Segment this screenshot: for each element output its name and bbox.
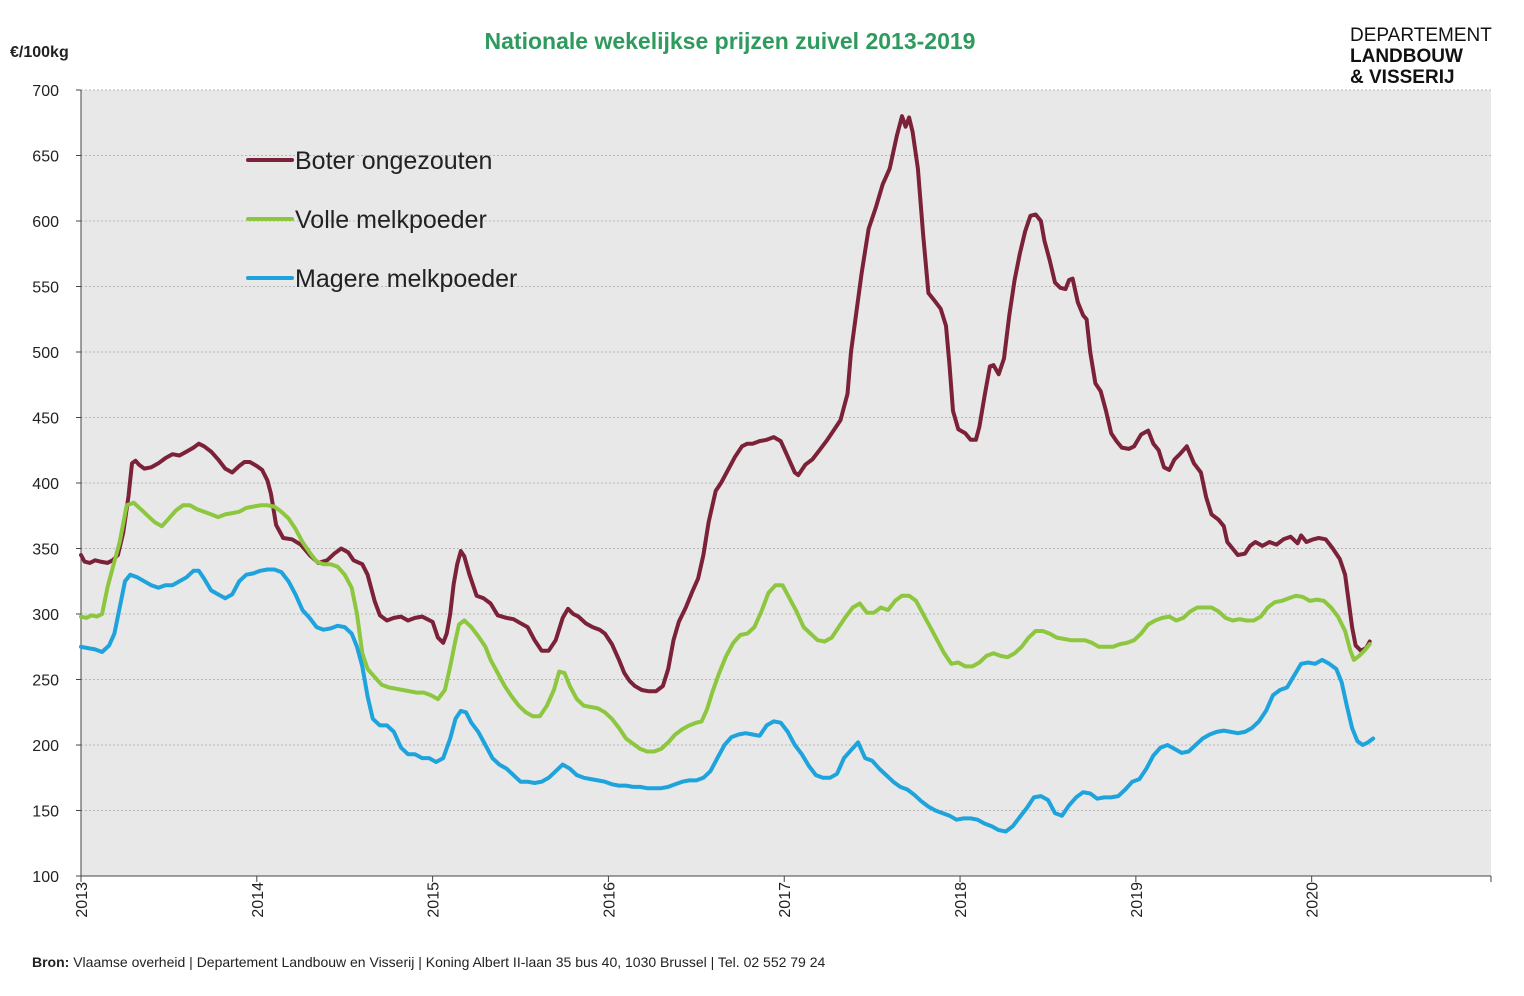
source-text: Vlaamse overheid | Departement Landbouw … <box>73 954 826 970</box>
y-tick-label: 100 <box>32 869 59 886</box>
x-tick-label: 2018 <box>953 882 970 918</box>
x-tick-label: 2015 <box>426 882 443 918</box>
legend-label-2: Volle melkpoeder <box>295 206 487 234</box>
y-tick-label: 700 <box>32 83 59 100</box>
logo-line-2: LANDBOUW <box>1350 46 1463 67</box>
y-tick-label: 500 <box>32 345 59 362</box>
y-tick-label: 550 <box>32 280 59 297</box>
chart-title: Nationale wekelijkse prijzen zuivel 2013… <box>484 28 976 54</box>
x-tick-label: 2020 <box>1305 882 1322 918</box>
series-line-3 <box>79 567 1376 834</box>
y-tick-label: 250 <box>32 673 59 690</box>
y-tick-label: 150 <box>32 804 59 821</box>
x-tick-label: 2019 <box>1129 882 1146 918</box>
y-tick-label: 350 <box>32 542 59 559</box>
x-tick-label: 2016 <box>601 882 618 918</box>
x-tick-label: 2017 <box>777 882 794 918</box>
logo-line-1: DEPARTEMENT <box>1350 25 1492 46</box>
y-tick-label: 450 <box>32 411 59 428</box>
y-tick-label: 600 <box>32 214 59 231</box>
logo-line-3: & VISSERIJ <box>1350 67 1455 88</box>
source-footnote: Bron: Vlaamse overheid | Departement Lan… <box>32 954 825 970</box>
y-tick-label: 650 <box>32 149 59 166</box>
y-tick-label: 200 <box>32 738 59 755</box>
source-label: Bron: <box>32 954 70 970</box>
y-tick-label: 300 <box>32 607 59 624</box>
x-tick-label: 2013 <box>74 882 91 918</box>
series-line-1 <box>79 114 1372 694</box>
legend-label-1: Boter ongezouten <box>295 147 492 175</box>
y-tick-label: 400 <box>32 476 59 493</box>
series-line-2 <box>79 500 1372 754</box>
y-axis-unit-label: €/100kg <box>10 44 69 61</box>
x-tick-label: 2014 <box>250 882 267 918</box>
department-logo: DEPARTEMENT LANDBOUW & VISSERIJ <box>1350 25 1492 88</box>
legend-label-3: Magere melkpoeder <box>295 265 517 293</box>
